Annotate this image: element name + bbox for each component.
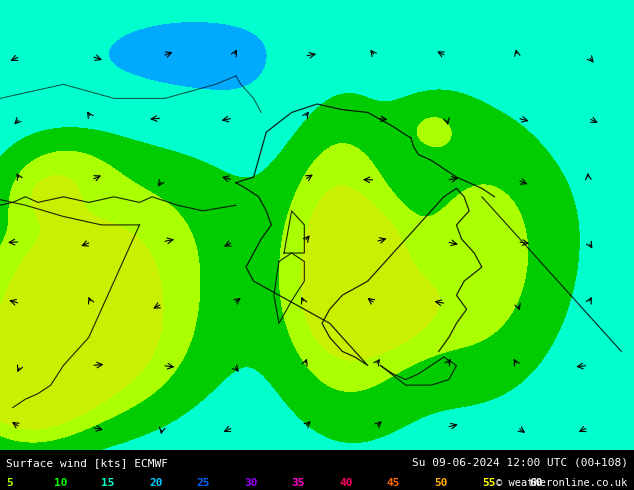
Text: 60: 60 xyxy=(529,478,543,488)
Text: 15: 15 xyxy=(101,478,115,488)
Text: 50: 50 xyxy=(434,478,448,488)
Text: 45: 45 xyxy=(387,478,400,488)
Text: 40: 40 xyxy=(339,478,353,488)
Text: 20: 20 xyxy=(149,478,162,488)
Text: 10: 10 xyxy=(54,478,67,488)
Text: 35: 35 xyxy=(292,478,305,488)
Text: 30: 30 xyxy=(244,478,257,488)
Text: Su 09-06-2024 12:00 UTC (00+108): Su 09-06-2024 12:00 UTC (00+108) xyxy=(411,458,628,468)
Text: © weatheronline.co.uk: © weatheronline.co.uk xyxy=(496,478,628,488)
Text: Surface wind [kts] ECMWF: Surface wind [kts] ECMWF xyxy=(6,458,169,468)
Text: 25: 25 xyxy=(197,478,210,488)
Text: 55: 55 xyxy=(482,478,495,488)
Text: 5: 5 xyxy=(6,478,13,488)
